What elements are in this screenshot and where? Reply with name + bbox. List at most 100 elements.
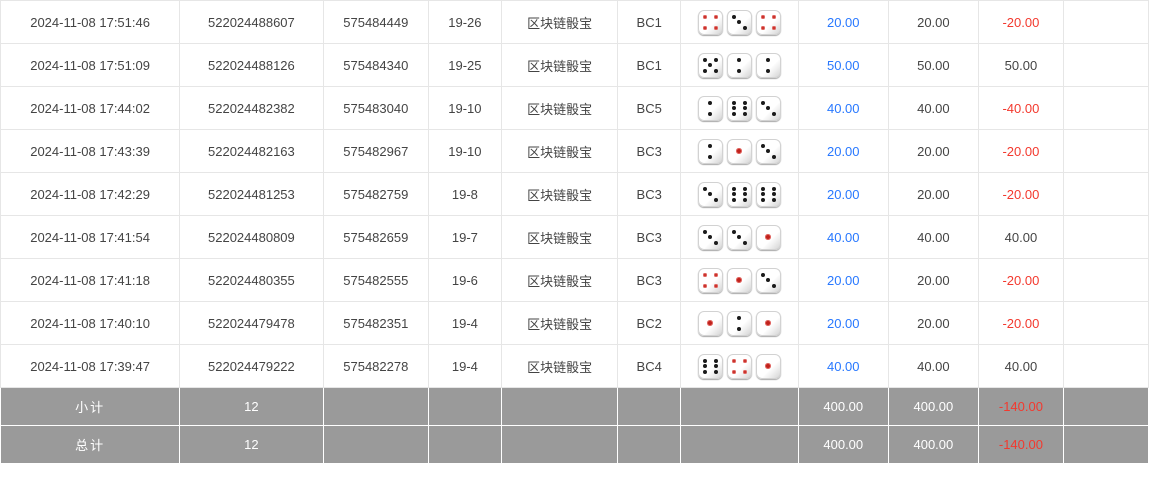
game-name-cell: 区块链骰宝 bbox=[500, 258, 619, 302]
table-row: 2024-11-08 17:41:18 522024480355 575482555… bbox=[0, 258, 1149, 302]
table-code-cell: BC1 bbox=[617, 0, 681, 44]
die-pip bbox=[713, 197, 718, 202]
die-pip bbox=[766, 278, 771, 282]
die-pip bbox=[760, 143, 765, 148]
die-pip bbox=[702, 68, 707, 73]
die-pip bbox=[765, 363, 772, 369]
table-code-cell: BC3 bbox=[617, 258, 681, 302]
die-4-icon bbox=[726, 353, 752, 379]
die-pip bbox=[760, 197, 765, 202]
die-pip bbox=[771, 14, 776, 19]
die-pip bbox=[742, 192, 747, 196]
die-pip bbox=[771, 283, 776, 288]
game-name-cell: 区块链骰宝 bbox=[500, 0, 619, 44]
game-id-cell: 575482967 bbox=[322, 129, 430, 173]
bet-amount-cell: 40.00 bbox=[797, 215, 889, 259]
win-loss-cell: -20.00 bbox=[977, 172, 1064, 216]
die-pip bbox=[702, 229, 707, 234]
die-pip bbox=[737, 315, 742, 320]
summary-label-cell: 总计 bbox=[0, 425, 181, 464]
die-pip bbox=[702, 358, 707, 363]
extra-cell bbox=[1062, 129, 1149, 173]
summary-blank-game bbox=[322, 387, 430, 426]
extra-cell bbox=[1062, 0, 1149, 44]
dice-result-cell bbox=[679, 43, 799, 87]
extra-cell bbox=[1062, 43, 1149, 87]
game-id-cell: 575484340 bbox=[322, 43, 430, 87]
summary-label-cell: 小计 bbox=[0, 387, 181, 426]
dice-group bbox=[681, 224, 797, 250]
summary-result-cell: -140.00 bbox=[977, 425, 1064, 464]
table-row: 2024-11-08 17:41:54 522024480809 575482659… bbox=[0, 215, 1149, 259]
game-id-cell: 575482659 bbox=[322, 215, 430, 259]
die-pip bbox=[771, 192, 776, 196]
die-pip bbox=[708, 63, 713, 67]
extra-cell bbox=[1062, 215, 1149, 259]
valid-amount-cell: 50.00 bbox=[887, 43, 979, 87]
extra-cell bbox=[1062, 301, 1149, 345]
table-row: 2024-11-08 17:44:02 522024482382 575483040… bbox=[0, 86, 1149, 130]
win-loss-cell: -20.00 bbox=[977, 0, 1064, 44]
bet-amount-cell: 20.00 bbox=[797, 301, 889, 345]
die-4-icon bbox=[697, 267, 723, 293]
die-pip bbox=[713, 358, 718, 363]
die-pip bbox=[731, 197, 736, 202]
win-loss-cell: 40.00 bbox=[977, 344, 1064, 388]
summary-valid-cell: 400.00 bbox=[887, 425, 979, 464]
period-cell: 19-4 bbox=[428, 301, 502, 345]
die-pip bbox=[708, 154, 713, 159]
summary-blank-dice bbox=[679, 425, 799, 464]
summary-bet-cell: 400.00 bbox=[797, 387, 889, 426]
game-name-cell: 区块链骰宝 bbox=[500, 172, 619, 216]
die-1-icon bbox=[726, 267, 752, 293]
period-cell: 19-7 bbox=[428, 215, 502, 259]
order-id-cell: 522024479222 bbox=[179, 344, 324, 388]
summary-blank-name bbox=[500, 425, 619, 464]
summary-blank-period bbox=[428, 387, 502, 426]
die-4-icon bbox=[755, 9, 781, 35]
die-pip bbox=[708, 111, 713, 116]
order-id-cell: 522024488126 bbox=[179, 43, 324, 87]
die-pip bbox=[731, 14, 736, 19]
valid-amount-cell: 20.00 bbox=[887, 301, 979, 345]
die-3-icon bbox=[755, 138, 781, 164]
table-row: 2024-11-08 17:51:46 522024488607 575484449… bbox=[0, 0, 1149, 44]
game-id-cell: 575482759 bbox=[322, 172, 430, 216]
die-pip bbox=[736, 148, 743, 154]
dice-group bbox=[681, 95, 797, 121]
die-pip bbox=[713, 68, 718, 73]
game-id-cell: 575482351 bbox=[322, 301, 430, 345]
table-row: 2024-11-08 17:51:09 522024488126 575484340… bbox=[0, 43, 1149, 87]
order-id-cell: 522024480809 bbox=[179, 215, 324, 259]
win-loss-cell: -20.00 bbox=[977, 129, 1064, 173]
die-pip bbox=[742, 240, 747, 245]
die-6-icon bbox=[726, 181, 752, 207]
summary-blank-extra bbox=[1062, 387, 1149, 426]
summary-result-cell: -140.00 bbox=[977, 387, 1064, 426]
die-pip bbox=[731, 229, 736, 234]
table-code-cell: BC4 bbox=[617, 344, 681, 388]
die-pip bbox=[737, 57, 742, 62]
summary-blank-game bbox=[322, 425, 430, 464]
die-pip bbox=[742, 369, 747, 374]
die-pip bbox=[708, 143, 713, 148]
valid-amount-cell: 20.00 bbox=[887, 0, 979, 44]
die-5-icon bbox=[697, 52, 723, 78]
dice-result-cell bbox=[679, 344, 799, 388]
dice-group bbox=[681, 181, 797, 207]
table-code-cell: BC2 bbox=[617, 301, 681, 345]
die-pip bbox=[702, 283, 707, 288]
valid-amount-cell: 40.00 bbox=[887, 215, 979, 259]
die-pip bbox=[702, 364, 707, 368]
die-pip bbox=[737, 235, 742, 239]
die-pip bbox=[713, 283, 718, 288]
summary-blank-name bbox=[500, 387, 619, 426]
game-id-cell: 575483040 bbox=[322, 86, 430, 130]
bet-amount-cell: 50.00 bbox=[797, 43, 889, 87]
die-1-icon bbox=[726, 138, 752, 164]
die-2-icon bbox=[697, 138, 723, 164]
bet-time-cell: 2024-11-08 17:44:02 bbox=[0, 86, 181, 130]
game-name-cell: 区块链骰宝 bbox=[500, 344, 619, 388]
dice-group bbox=[681, 267, 797, 293]
bet-time-cell: 2024-11-08 17:51:46 bbox=[0, 0, 181, 44]
